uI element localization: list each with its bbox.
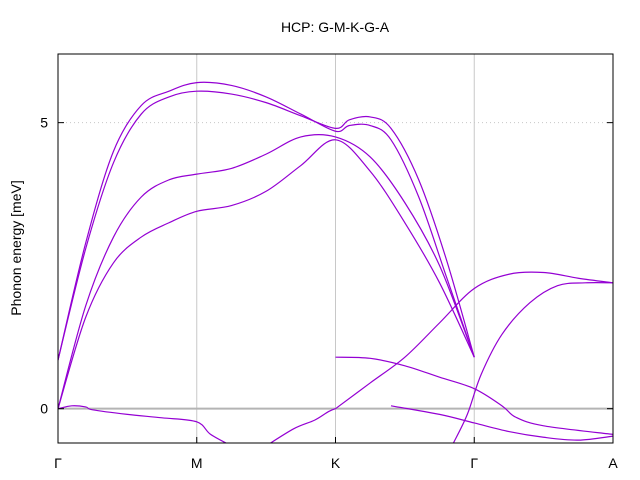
y-tick-label-0: 0 <box>40 401 48 417</box>
grid <box>58 54 613 443</box>
band-line-1 <box>58 139 475 409</box>
band-line-2 <box>58 134 475 409</box>
band-line-3 <box>58 90 475 361</box>
band-line-0 <box>58 405 228 443</box>
band-line-6 <box>335 271 613 410</box>
band-line-7 <box>390 405 613 441</box>
band-line-5 <box>269 408 336 443</box>
axis-ticks: Γ M K Γ A 0 5 <box>40 115 618 471</box>
x-tick-label-3: Γ <box>470 455 478 471</box>
chart-title: HCP: G-M-K-G-A <box>281 19 390 35</box>
x-tick-label-4: A <box>608 455 618 471</box>
band-line-9 <box>452 282 613 443</box>
band-series <box>58 81 613 443</box>
y-axis-label: Phonon energy [meV] <box>8 180 24 315</box>
x-tick-label-1: M <box>191 455 203 471</box>
x-tick-label-2: K <box>331 455 341 471</box>
x-tick-label-0: Γ <box>54 455 62 471</box>
band-line-8 <box>335 356 613 436</box>
y-tick-label-1: 5 <box>40 115 48 131</box>
band-line-4 <box>58 81 475 361</box>
plot-frame <box>57 53 614 444</box>
